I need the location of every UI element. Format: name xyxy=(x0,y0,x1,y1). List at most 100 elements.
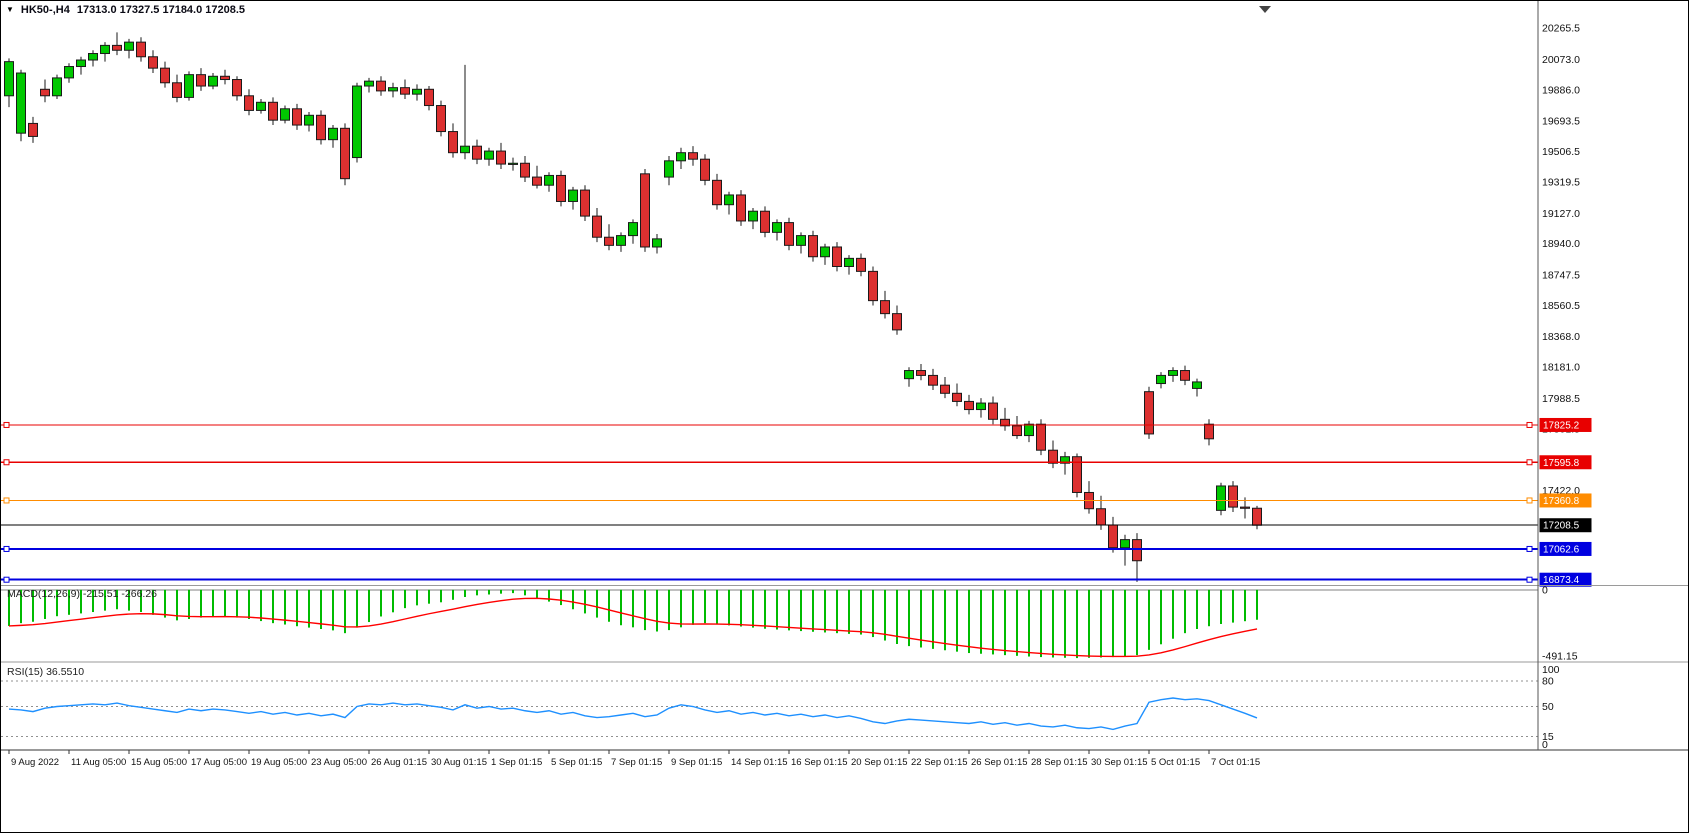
candle-body-72 xyxy=(868,270,878,302)
price-axis-tick: 18560.5 xyxy=(1542,300,1580,312)
hline-handle[interactable] xyxy=(3,459,10,466)
candle-body-97 xyxy=(1168,370,1178,376)
time-axis-label: 1 Sep 01:15 xyxy=(491,757,542,768)
candle-body-67 xyxy=(808,235,818,258)
candle-body-40 xyxy=(484,150,494,160)
candle-body-57 xyxy=(688,152,698,160)
one-click-trading-arrow-icon[interactable]: ▼ xyxy=(6,5,14,14)
candle-body-88 xyxy=(1060,456,1070,464)
candle-body-38 xyxy=(460,145,470,154)
hline-handle[interactable] xyxy=(1526,576,1533,583)
macd-panel[interactable]: MACD(12,26,9) -215.51 -266.26 0 -491.15 xyxy=(1,584,1578,663)
candle-body-66 xyxy=(796,235,806,246)
candle-body-14 xyxy=(172,82,182,98)
candle-body-99 xyxy=(1192,381,1202,389)
hline-handle[interactable] xyxy=(3,545,10,552)
rsi-axis-tick: 0 xyxy=(1542,739,1548,751)
hline-17360.8[interactable]: 17360.8 xyxy=(1,493,1592,508)
candle-body-74 xyxy=(892,313,902,331)
hline-handle[interactable] xyxy=(1526,459,1533,466)
candle-body-79 xyxy=(952,392,962,402)
time-axis-label: 26 Sep 01:15 xyxy=(971,757,1028,768)
price-axis-tick: 19319.5 xyxy=(1542,177,1580,189)
price-axis-tick: 19886.0 xyxy=(1542,84,1580,96)
hline-handle[interactable] xyxy=(3,576,10,583)
candle-body-82 xyxy=(988,402,998,420)
candle-body-85 xyxy=(1024,423,1034,437)
hline-17595.8[interactable]: 17595.8 xyxy=(1,455,1592,470)
hline-handle[interactable] xyxy=(3,421,10,428)
candle-body-86 xyxy=(1036,423,1046,451)
candle-body-24 xyxy=(292,108,302,126)
time-axis-label: 30 Sep 01:15 xyxy=(1091,757,1148,768)
candle-body-45 xyxy=(544,174,554,186)
chart-shift-marker-icon[interactable] xyxy=(1259,6,1271,13)
hline-handle[interactable] xyxy=(3,497,10,504)
candle-body-10 xyxy=(124,41,134,51)
candle-body-5 xyxy=(64,66,74,79)
candle-body-101 xyxy=(1216,485,1226,511)
candle-body-34 xyxy=(412,88,422,95)
candle-body-46 xyxy=(556,174,566,202)
hline-handle[interactable] xyxy=(1526,421,1533,428)
candle-body-71 xyxy=(856,257,866,272)
candle-body-52 xyxy=(628,222,638,237)
price-tag-label: 17595.8 xyxy=(1543,458,1580,469)
price-tag xyxy=(1539,455,1592,470)
candle-body-87 xyxy=(1048,449,1058,464)
candle-body-94 xyxy=(1132,539,1142,562)
time-axis-label: 17 Aug 05:00 xyxy=(191,757,247,768)
time-axis[interactable]: 9 Aug 2022 11 Aug 05:00 15 Aug 05:00 17 Aug… xyxy=(8,750,1260,768)
candle-body-93 xyxy=(1120,539,1130,549)
candle-body-58 xyxy=(700,158,710,181)
candle-body-104 xyxy=(1252,507,1262,526)
candle-body-53 xyxy=(640,173,650,248)
time-axis-label: 5 Sep 01:15 xyxy=(551,757,602,768)
candle-body-92 xyxy=(1108,524,1118,549)
candle-body-8 xyxy=(100,44,110,55)
candle-body-61 xyxy=(736,194,746,222)
candle-body-11 xyxy=(136,41,146,58)
candle-body-62 xyxy=(748,210,758,222)
candle-body-12 xyxy=(148,56,158,69)
candle-body-27 xyxy=(328,127,338,141)
macd-axis-tick: -491.15 xyxy=(1542,651,1578,663)
candle-body-50 xyxy=(604,236,614,246)
candle-body-25 xyxy=(304,114,314,126)
price-axis-tick: 18747.5 xyxy=(1542,270,1580,282)
candle-body-37 xyxy=(448,131,458,154)
candle-body-32 xyxy=(388,87,398,92)
candle-body-36 xyxy=(436,105,446,133)
candle-body-78 xyxy=(940,384,950,394)
candle-body-91 xyxy=(1096,508,1106,526)
candle-body-9 xyxy=(112,44,122,51)
hline-17062.6[interactable]: 17062.6 xyxy=(1,541,1592,556)
candle-body-16 xyxy=(196,74,206,87)
candle-body-22 xyxy=(268,101,278,121)
candle-body-84 xyxy=(1012,425,1022,437)
hline-handle[interactable] xyxy=(1526,545,1533,552)
macd-axis-tick: 0 xyxy=(1542,584,1548,596)
hline-16873.4[interactable]: 16873.4 xyxy=(1,572,1592,587)
rsi-line xyxy=(8,697,1258,731)
candle-body-51 xyxy=(616,235,626,246)
time-axis-label: 23 Aug 05:00 xyxy=(311,757,367,768)
chart-header: ▼ HK50-,H4 17313.0 17327.5 17184.0 17208… xyxy=(6,4,245,16)
candle-body-63 xyxy=(760,210,770,233)
candle-body-23 xyxy=(280,108,290,121)
candle-body-30 xyxy=(364,80,374,87)
hline-17825.2[interactable]: 17825.2 xyxy=(1,417,1592,432)
candle-body-96 xyxy=(1156,374,1166,385)
price-tag xyxy=(1539,493,1592,508)
price-tag-label: 17062.6 xyxy=(1543,544,1580,555)
hline-handle[interactable] xyxy=(1526,497,1533,504)
hline-17208.5[interactable]: 17208.5 xyxy=(1,518,1592,533)
price-axis-tick: 17988.5 xyxy=(1542,393,1580,405)
candle-body-103 xyxy=(1240,506,1250,509)
candle-body-69 xyxy=(832,246,842,267)
price-axis-tick: 19127.0 xyxy=(1542,208,1580,220)
